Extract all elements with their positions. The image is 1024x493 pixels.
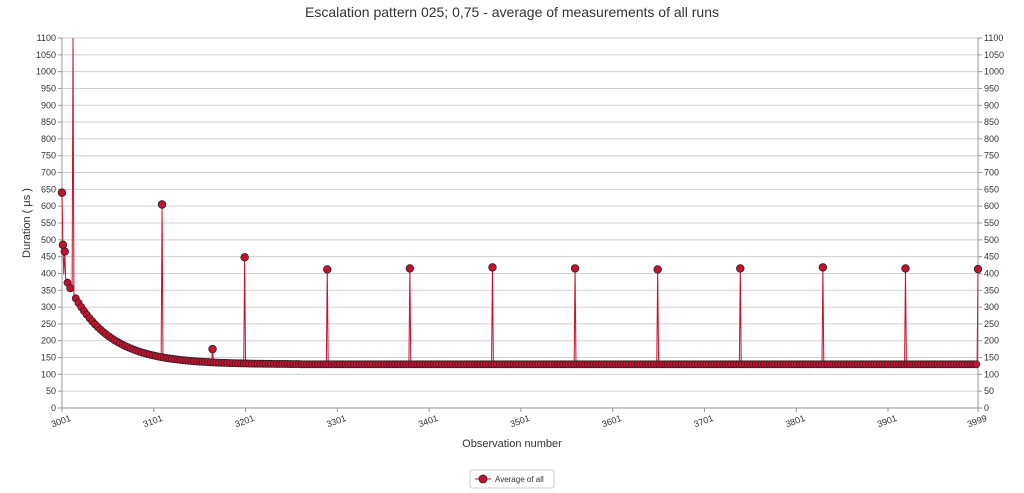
x-tick-label: 3901 bbox=[876, 413, 898, 429]
x-tick-label: 3801 bbox=[784, 413, 806, 429]
x-tick-label: 3401 bbox=[417, 413, 439, 429]
y-tick-label-right: 850 bbox=[984, 117, 999, 127]
series-line bbox=[61, 37, 979, 365]
y-axis-right: 0 50 100 150 200 250 300 350 400 450 500 550 600 650 7… bbox=[977, 33, 1004, 413]
legend-label: Average of all bbox=[495, 475, 544, 484]
x-axis: 3001 3101 3201 3301 3401 3501 3601 3701 3801 3901… bbox=[50, 408, 988, 429]
y-tick-label: 300 bbox=[41, 302, 56, 312]
chart-title: Escalation pattern 025; 0,75 - average o… bbox=[305, 4, 719, 20]
y-tick-label: 700 bbox=[41, 168, 56, 178]
y-tick-label-right: 400 bbox=[984, 268, 999, 278]
data-point-spike bbox=[157, 200, 167, 209]
y-tick-label: 50 bbox=[46, 386, 56, 396]
data-point-spike bbox=[60, 247, 69, 256]
data-point-spike bbox=[488, 263, 497, 272]
y-tick-label: 750 bbox=[41, 151, 56, 161]
y-tick-label-right: 200 bbox=[984, 336, 999, 346]
legend-marker-icon bbox=[478, 474, 488, 484]
y-tick-label-right: 1050 bbox=[984, 50, 1004, 60]
y-tick-label-right: 50 bbox=[984, 386, 994, 396]
y-tick-label-right: 650 bbox=[984, 184, 999, 194]
y-tick-label: 800 bbox=[41, 134, 56, 144]
y-tick-label-right: 950 bbox=[984, 83, 999, 93]
y-axis-title: Duration ( µs ) bbox=[21, 188, 33, 258]
data-point-spike bbox=[901, 264, 910, 273]
data-point-spike bbox=[405, 264, 415, 273]
y-tick-label-right: 350 bbox=[984, 285, 999, 295]
y-tick-label: 1050 bbox=[36, 50, 56, 60]
data-point-spike bbox=[973, 264, 983, 274]
y-tick-label-right: 100 bbox=[984, 369, 999, 379]
x-tick-label: 3701 bbox=[692, 413, 714, 429]
y-tick-label-right: 600 bbox=[984, 201, 999, 211]
y-tick-label-right: 550 bbox=[984, 218, 999, 228]
data-point-spike bbox=[818, 263, 828, 272]
y-tick-label: 650 bbox=[41, 184, 56, 194]
y-tick-label: 250 bbox=[41, 319, 56, 329]
x-tick-label: 3601 bbox=[601, 413, 623, 429]
y-tick-label: 350 bbox=[41, 285, 56, 295]
y-tick-label: 450 bbox=[41, 252, 56, 262]
y-tick-label: 550 bbox=[41, 218, 56, 228]
y-tick-label-right: 1100 bbox=[984, 33, 1003, 43]
y-tick-label: 900 bbox=[41, 100, 56, 110]
y-axis-left: 0 50 100 150 200 250 300 350 400 450 500 550 600 650 7… bbox=[36, 33, 63, 413]
y-tick-label: 0 bbox=[51, 403, 56, 413]
y-tick-label: 400 bbox=[41, 268, 56, 278]
y-tick-label-right: 900 bbox=[984, 100, 999, 110]
x-tick-label: 3999 bbox=[966, 413, 988, 429]
data-point bbox=[972, 360, 981, 369]
x-axis-title: Observation number bbox=[462, 438, 562, 450]
y-tick-label: 600 bbox=[41, 201, 56, 211]
data-point-spike bbox=[570, 264, 580, 273]
y-tick-label: 100 bbox=[41, 369, 56, 379]
y-tick-label-right: 1000 bbox=[984, 67, 1004, 77]
series-average-of-all bbox=[57, 37, 983, 369]
y-tick-label-right: 500 bbox=[984, 235, 999, 245]
y-tick-label-right: 300 bbox=[984, 302, 999, 312]
data-point-spike bbox=[240, 253, 249, 262]
data-point-spike bbox=[653, 265, 662, 274]
y-tick-label: 950 bbox=[41, 83, 56, 93]
y-tick-label-right: 250 bbox=[984, 319, 999, 329]
y-tick-label-right: 800 bbox=[984, 134, 999, 144]
y-tick-label: 150 bbox=[41, 353, 56, 363]
data-point bbox=[66, 284, 75, 293]
y-tick-label: 500 bbox=[41, 235, 56, 245]
legend[interactable]: Average of all bbox=[469, 469, 555, 489]
data-point-spike bbox=[736, 264, 745, 273]
data-point-spike bbox=[323, 265, 332, 274]
y-tick-label: 1000 bbox=[36, 67, 56, 77]
x-tick-label: 3501 bbox=[509, 413, 531, 429]
grid-lines bbox=[62, 37, 978, 409]
y-tick-label: 200 bbox=[41, 336, 56, 346]
legend-box bbox=[469, 469, 555, 489]
y-tick-label-right: 150 bbox=[984, 353, 999, 363]
data-point-spike bbox=[57, 188, 67, 197]
x-tick-label: 3301 bbox=[325, 413, 347, 429]
x-tick-label: 3201 bbox=[233, 413, 255, 429]
x-tick-label: 3101 bbox=[142, 413, 164, 429]
data-point-spike bbox=[208, 344, 217, 354]
y-tick-label-right: 450 bbox=[984, 252, 999, 262]
x-tick-label: 3001 bbox=[50, 413, 72, 429]
y-tick-label: 1100 bbox=[37, 33, 56, 43]
y-tick-label-right: 750 bbox=[984, 151, 999, 161]
y-tick-label: 850 bbox=[41, 117, 56, 127]
y-tick-label-right: 700 bbox=[984, 168, 999, 178]
y-tick-label-right: 0 bbox=[984, 403, 989, 413]
